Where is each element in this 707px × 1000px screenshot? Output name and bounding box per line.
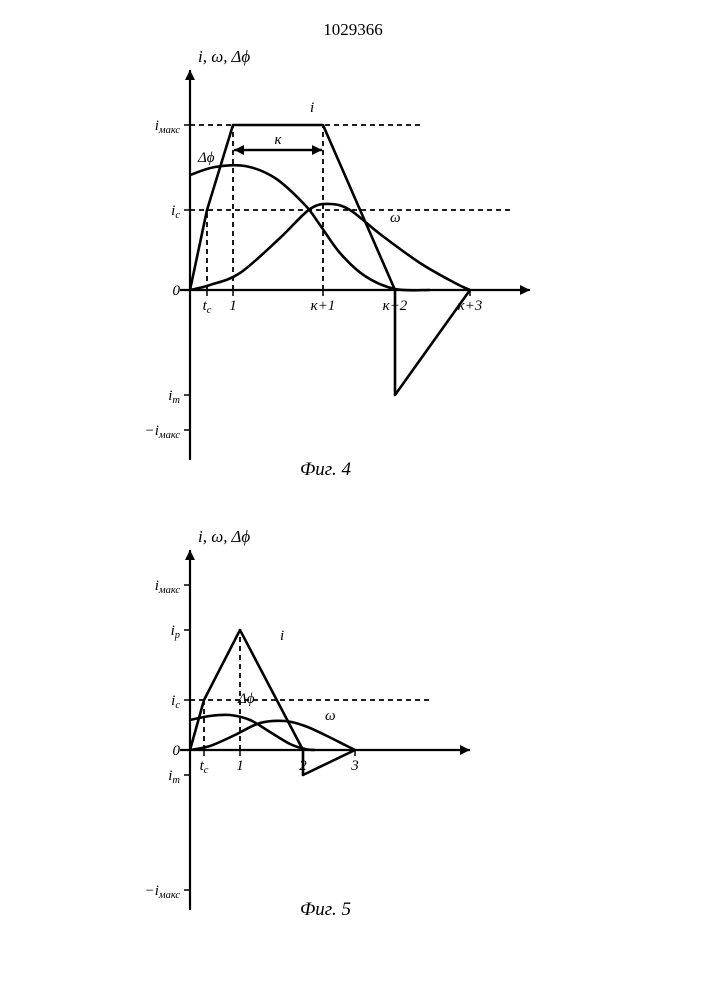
fig4-i-label: i <box>310 100 314 116</box>
fig5-ytick-label: ic <box>171 693 180 711</box>
fig5-xtick-label: 3 <box>350 758 359 774</box>
fig4-k-label: к <box>274 132 282 148</box>
fig4-ytick-label: 0 <box>173 283 181 299</box>
fig4-omega-label: ω <box>390 210 401 226</box>
fig5-omega-label: ω <box>325 708 336 724</box>
fig5-xtick-label: tc <box>200 758 209 776</box>
fig5-curve-omega <box>190 721 355 750</box>
fig5-i-label: i <box>280 628 284 644</box>
fig5-xtick-label: 1 <box>236 758 244 774</box>
fig4-caption: Фиг. 4 <box>300 459 351 480</box>
fig4-x-axis-head <box>520 285 530 295</box>
fig4-xtick-label: tc <box>203 298 212 316</box>
fig5-curve-dphi <box>190 715 315 750</box>
fig4-ytick-label: iт <box>168 388 180 406</box>
fig5-ytick-label: 0 <box>173 743 181 759</box>
figure-svg: 1029366i, ω, Δϕiмаксic0iт−iмаксtc1к+1к+2… <box>0 0 707 1000</box>
fig5-ytick-label: iт <box>168 768 180 786</box>
fig4-ytick-label: iмакс <box>155 118 181 136</box>
fig5-dphi-label: Δϕ <box>237 691 255 707</box>
fig5-x-axis-head <box>460 745 470 755</box>
fig5-caption: Фиг. 5 <box>300 899 351 920</box>
fig4-ytick-label: −iмакс <box>145 423 181 441</box>
fig4-ytick-label: ic <box>171 203 180 221</box>
fig5-ytick-label: −iмакс <box>145 883 181 901</box>
fig4-y-axis-title: i, ω, Δϕ <box>198 47 250 66</box>
fig4-y-axis-head <box>185 70 195 80</box>
fig5-ytick-label: ip <box>171 623 180 641</box>
fig4-xtick-label: 1 <box>229 298 237 314</box>
document-number: 1029366 <box>323 20 383 39</box>
fig4-curve-dphi <box>190 165 430 290</box>
fig5-curve-i <box>190 630 355 775</box>
fig4-curve-omega <box>190 204 470 290</box>
fig5-y-axis-title: i, ω, Δϕ <box>198 527 250 546</box>
page: 1029366i, ω, Δϕiмаксic0iт−iмаксtc1к+1к+2… <box>0 0 707 1000</box>
fig5-y-axis-head <box>185 550 195 560</box>
fig4-xtick-label: к+1 <box>311 298 336 314</box>
fig4-dphi-label: Δϕ <box>197 150 215 166</box>
fig5-ytick-label: iмакс <box>155 578 181 596</box>
